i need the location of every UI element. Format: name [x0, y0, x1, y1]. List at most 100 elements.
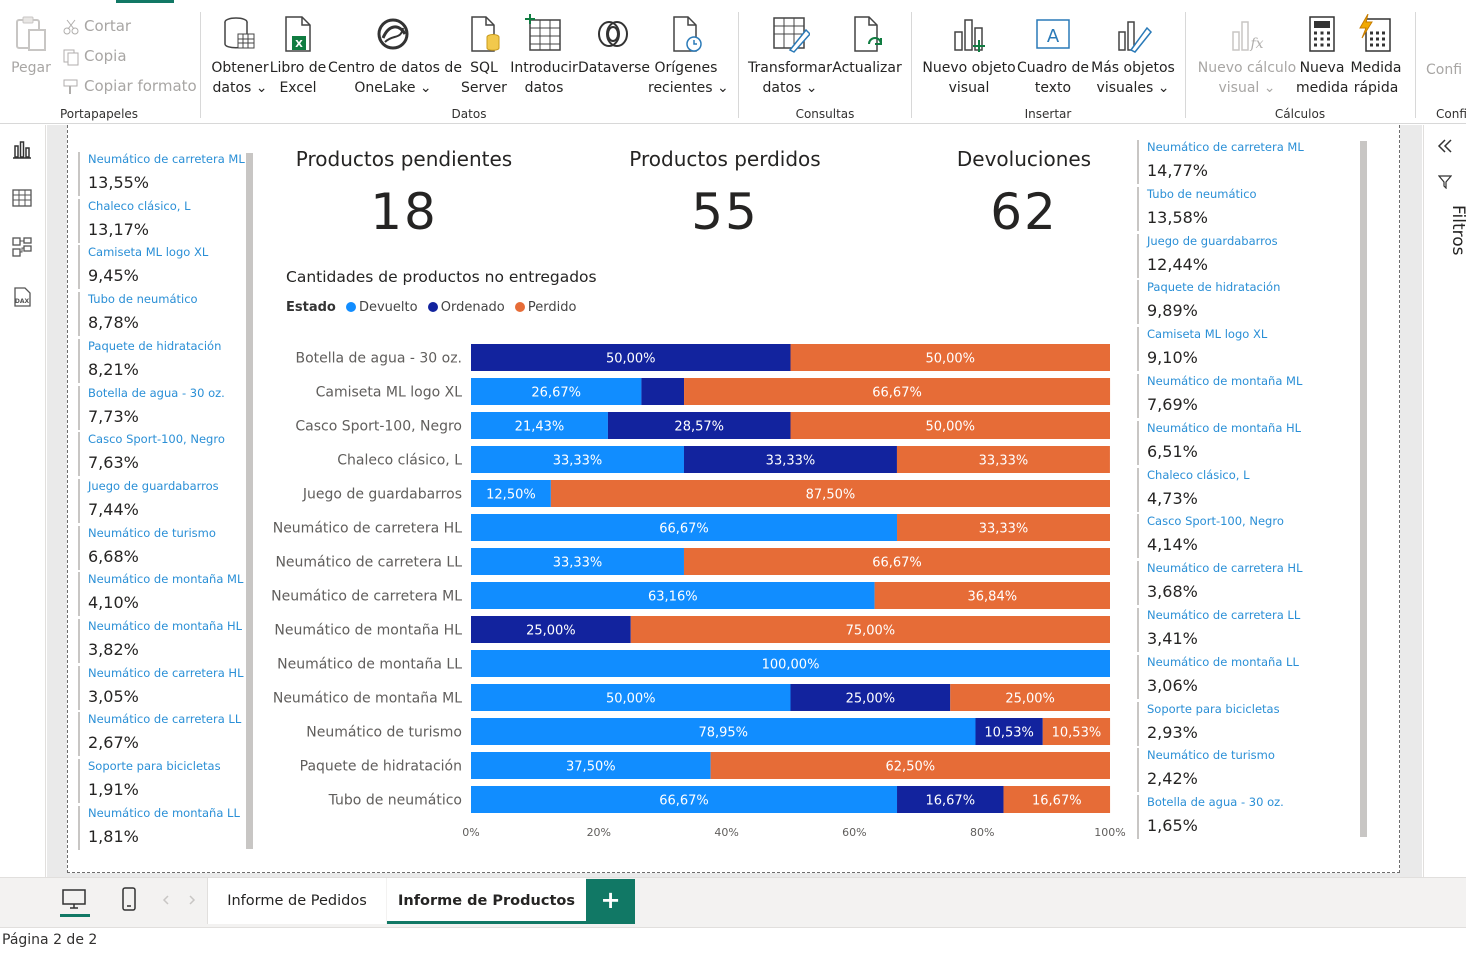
bar-segment[interactable] [471, 514, 898, 541]
legend-title: Estado [286, 300, 336, 315]
bar-segment[interactable] [471, 548, 684, 575]
recent-sources-button[interactable]: Orígenes recientes ⌄ [648, 14, 729, 98]
table-view-icon[interactable] [11, 187, 33, 209]
bar-segment[interactable] [471, 650, 1110, 677]
bar-segment[interactable] [471, 786, 898, 813]
bar-segment[interactable] [1003, 786, 1111, 813]
product-percentage: 7,69% [1147, 395, 1198, 414]
data-label: 50,00% [925, 420, 975, 435]
ribbon-separator [738, 12, 739, 118]
dax-query-view-icon[interactable]: DAX [11, 286, 33, 308]
bar-segment[interactable] [471, 480, 551, 507]
expand-chevron-icon[interactable] [1436, 137, 1454, 155]
copy-button[interactable]: Copia [62, 44, 127, 68]
legend-label: Devuelto [358, 300, 418, 315]
list-item-divider [1137, 140, 1139, 184]
mobile-layout-icon[interactable] [120, 886, 138, 912]
list-item-divider [1137, 748, 1139, 793]
config-button[interactable]: Confi [1426, 60, 1466, 80]
format-painter-button[interactable]: Copiar formato [62, 74, 197, 98]
bar-segment[interactable] [471, 344, 791, 371]
new-visual-calculation-button[interactable]: fx Nuevo cálculo visual ⌄ [1192, 14, 1302, 98]
bar-segment[interactable] [684, 378, 1111, 405]
bar-segment[interactable] [897, 786, 1004, 813]
bar-segment[interactable] [550, 480, 1110, 507]
bar-segment[interactable] [471, 752, 711, 779]
product-percentage: 7,73% [88, 406, 139, 426]
calculator-icon [1309, 16, 1335, 52]
add-page-button[interactable]: + [586, 879, 635, 924]
more-visuals-button[interactable]: Más objetos visuales ⌄ [1090, 14, 1176, 98]
filters-label[interactable]: Filtros [1448, 205, 1466, 256]
bar-segment[interactable] [471, 616, 631, 643]
desktop-layout-icon[interactable] [61, 888, 87, 910]
text-box-button[interactable]: A Cuadro de texto [1016, 14, 1090, 98]
config-group-label: Confi [1436, 107, 1466, 121]
category-label: Camiseta ML logo XL [316, 385, 463, 401]
bar-segment[interactable] [874, 582, 1110, 609]
bar-segment[interactable] [471, 412, 608, 439]
page-tabs-bar: Informe de Pedidos Informe de Productos … [0, 877, 1466, 927]
scroll-tabs-right-icon[interactable] [187, 894, 197, 906]
bar-segment[interactable] [790, 412, 1111, 439]
product-name: Botella de agua - 30 oz. [88, 385, 225, 400]
quick-measure-button[interactable]: Medida rápida [1348, 14, 1404, 98]
bar-segment[interactable] [471, 582, 875, 609]
stacked-bar-chart: Botella de agua - 30 oz. 50,00% 50,00% Cami… [271, 344, 1126, 839]
legend-item-ordenado[interactable]: Ordenado [427, 300, 505, 315]
tab-informe-de-productos[interactable]: Informe de Productos [387, 878, 586, 924]
bar-segment[interactable] [790, 344, 1111, 371]
list-item-divider [78, 432, 80, 477]
get-data-button[interactable]: Obtener datos ⌄ [210, 14, 270, 98]
left-list-scrollbar[interactable] [246, 153, 253, 849]
bar-segment[interactable] [630, 616, 1110, 643]
recent-sources-icon [673, 16, 702, 52]
new-visual-button[interactable]: Nuevo objeto visual [922, 14, 1016, 98]
bar-segment[interactable] [683, 548, 1110, 575]
paste-button[interactable]: Pegar [8, 14, 54, 78]
svg-text:fx: fx [1249, 36, 1263, 52]
bar-segment[interactable] [471, 684, 791, 711]
sql-server-button[interactable]: SQL Server [460, 14, 508, 98]
bar-segment[interactable] [896, 446, 1110, 473]
bar-segment[interactable] [641, 378, 685, 405]
new-measure-button[interactable]: Nueva medida [1296, 14, 1349, 98]
legend-item-devuelto[interactable]: Devuelto [345, 300, 418, 315]
data-label: 66,67% [659, 522, 709, 537]
excel-workbook-button[interactable]: X Libro de Excel [268, 14, 328, 98]
transform-data-button[interactable]: Transformar datos ⌄ [748, 14, 832, 98]
product-percentage: 4,14% [1147, 535, 1198, 555]
bar-segment[interactable] [683, 446, 897, 473]
onelake-hub-button[interactable]: Centro de datos de OneLake ⌄ [328, 14, 462, 98]
report-canvas: Neumático de carretera ML 13,55% Chaleco c… [47, 125, 1422, 877]
dataverse-label: Dataverse [578, 60, 650, 76]
model-view-icon[interactable] [11, 236, 33, 258]
bar-segment[interactable] [975, 718, 1043, 745]
bar-segment[interactable] [471, 378, 642, 405]
right-list-scrollbar[interactable] [1360, 141, 1367, 837]
bar-segment[interactable] [471, 718, 976, 745]
report-view-icon[interactable] [11, 138, 33, 160]
bar-segment[interactable] [1042, 718, 1111, 745]
product-name: Neumático de carretera LL [88, 712, 242, 727]
bar-segment[interactable] [607, 412, 791, 439]
product-percentage: 3,41% [1147, 629, 1198, 648]
product-percentage: 8,78% [88, 313, 139, 333]
bar-segment[interactable] [790, 684, 951, 711]
refresh-label: Actualizar [832, 60, 902, 76]
tab-informe-de-pedidos[interactable]: Informe de Pedidos [207, 878, 386, 924]
bar-segment[interactable] [710, 752, 1110, 779]
data-label: 50,00% [606, 352, 656, 367]
paste-icon [16, 16, 46, 51]
bar-segment[interactable] [897, 514, 1110, 541]
scroll-tabs-left-icon[interactable] [161, 894, 171, 906]
category-label: Neumático de montaña HL [274, 623, 462, 639]
enter-data-button[interactable]: Introducir datos [510, 14, 578, 98]
legend-item-perdido[interactable]: Perdido [514, 300, 576, 315]
bar-segment[interactable] [950, 684, 1110, 711]
bar-segment[interactable] [471, 446, 684, 473]
cut-button[interactable]: Cortar [62, 14, 131, 38]
refresh-button[interactable]: Actualizar [832, 14, 902, 78]
dataverse-button[interactable]: Dataverse [578, 14, 650, 78]
excel-icon: X [285, 16, 311, 52]
